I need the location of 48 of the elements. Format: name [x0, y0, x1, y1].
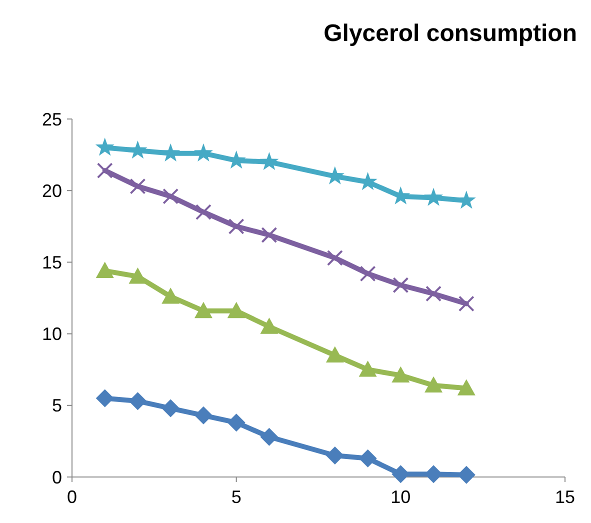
point: [128, 268, 147, 284]
point: [426, 286, 442, 302]
point: [162, 399, 180, 418]
point: [161, 143, 180, 162]
point: [162, 188, 179, 204]
point: [96, 262, 114, 278]
point: [456, 190, 476, 209]
y-tick-label: 25: [42, 109, 62, 130]
point: [326, 446, 344, 465]
point: [260, 318, 278, 334]
point: [392, 277, 409, 294]
y-tick-label: 5: [52, 396, 62, 416]
point: [358, 360, 377, 377]
point: [228, 218, 244, 234]
chart-title: Glycerol consumption: [324, 20, 577, 47]
point: [326, 346, 344, 362]
point: [458, 296, 474, 312]
y-tick-label: 10: [42, 324, 62, 344]
point: [360, 266, 376, 282]
point: [358, 449, 377, 468]
point: [96, 162, 113, 179]
x-tick-label: 15: [554, 487, 576, 507]
point: [194, 143, 213, 162]
point: [96, 389, 114, 408]
point: [128, 140, 148, 159]
point: [424, 376, 443, 393]
point: [128, 392, 147, 410]
y-tick-label: 0: [52, 467, 62, 488]
point: [260, 428, 278, 446]
point: [194, 406, 212, 424]
x-tick-label: 5: [231, 487, 242, 507]
point: [195, 204, 212, 220]
point: [457, 379, 476, 396]
point: [424, 188, 444, 206]
point: [194, 302, 212, 318]
y-tick-label: 20: [42, 180, 62, 201]
x-tick-label: 10: [390, 487, 411, 507]
point: [130, 178, 146, 194]
point: [392, 366, 410, 383]
point: [261, 226, 278, 243]
point: [162, 288, 180, 304]
point: [326, 250, 343, 266]
point: [227, 302, 246, 318]
y-tick-label: 15: [42, 252, 62, 272]
point: [260, 152, 279, 170]
point: [227, 414, 246, 432]
point: [95, 138, 114, 156]
x-tick-label: 0: [66, 487, 78, 507]
